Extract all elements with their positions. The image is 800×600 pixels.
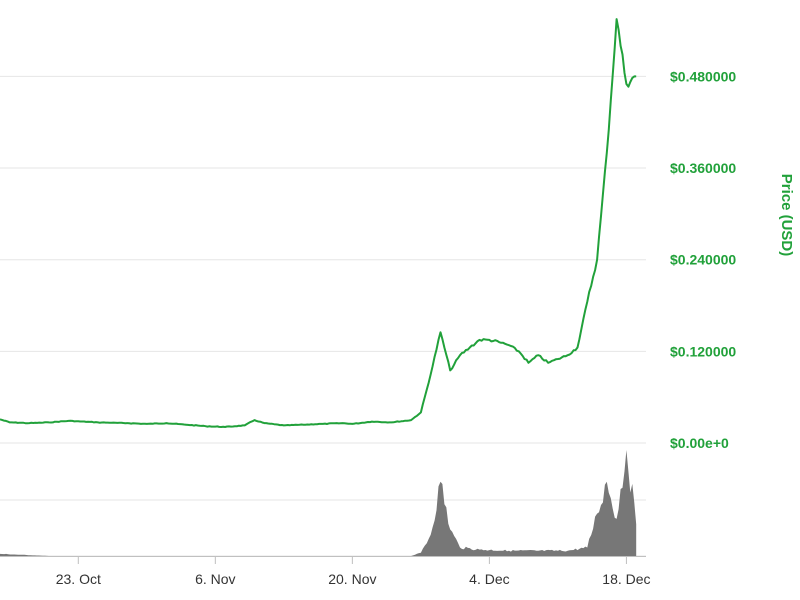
grid-lines (0, 75, 646, 444)
volume-area (0, 450, 637, 556)
volume-grid-lines (0, 499, 646, 557)
price-line (0, 18, 637, 428)
y-tick-label: $0.240000 (670, 252, 736, 268)
x-tick-label: 6. Nov (195, 571, 235, 587)
y-axis-ticks: $0.00e+0 $0.120000 $0.240000 $0.360000 $0.48… (670, 68, 736, 451)
y-axis-label: Price (USD) (778, 174, 795, 257)
x-axis-ticks: 23. Oct 6. Nov 20. Nov 4. Dec 18. Dec (0, 556, 651, 587)
x-tick-label: 23. Oct (56, 571, 101, 587)
y-tick-label: $0.360000 (670, 160, 736, 176)
y-tick-label: $0.00e+0 (670, 435, 729, 451)
y-tick-label: $0.480000 (670, 68, 736, 84)
x-tick-label: 20. Nov (328, 571, 376, 587)
x-tick-label: 4. Dec (469, 571, 509, 587)
y-tick-label: $0.120000 (670, 343, 736, 359)
x-tick-label: 18. Dec (602, 571, 650, 587)
